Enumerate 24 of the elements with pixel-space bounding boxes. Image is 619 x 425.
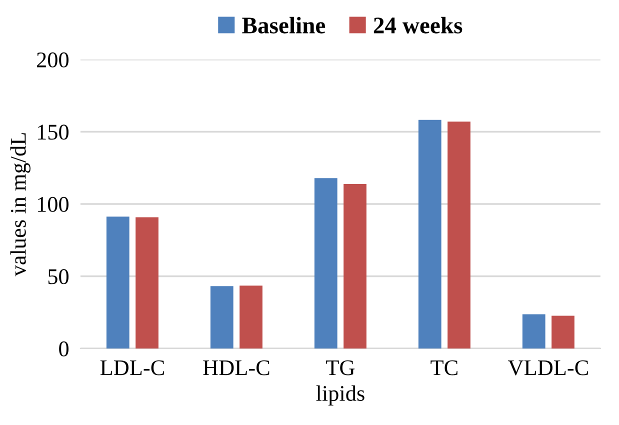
- y-tick-label: 0: [59, 341, 69, 356]
- bar: [314, 178, 338, 348]
- legend-label: Baseline: [242, 16, 326, 34]
- x-tick-label: LDL-C: [100, 360, 164, 376]
- x-tick-label: HDL-C: [203, 360, 270, 376]
- x-axis-title: lipids: [316, 385, 364, 406]
- legend-label: 24 weeks: [374, 16, 462, 34]
- bar: [136, 217, 158, 348]
- bar: [418, 120, 442, 348]
- bar: [522, 314, 546, 348]
- bar: [240, 286, 262, 348]
- x-tick-label: VLDL-C: [508, 360, 588, 376]
- y-tick-label: 50: [48, 269, 69, 284]
- x-tick-label: TG: [326, 360, 355, 376]
- bar: [210, 286, 234, 348]
- y-tick-label: 200: [37, 52, 69, 68]
- bar: [106, 216, 130, 348]
- y-tick-label: 100: [38, 196, 69, 212]
- y-axis-title: values in mg/dL: [10, 133, 30, 276]
- bar: [552, 316, 574, 348]
- bar: [344, 184, 366, 348]
- y-tick-label: 150: [38, 124, 69, 140]
- bar: [448, 122, 470, 348]
- x-tick-label: TC: [430, 360, 458, 376]
